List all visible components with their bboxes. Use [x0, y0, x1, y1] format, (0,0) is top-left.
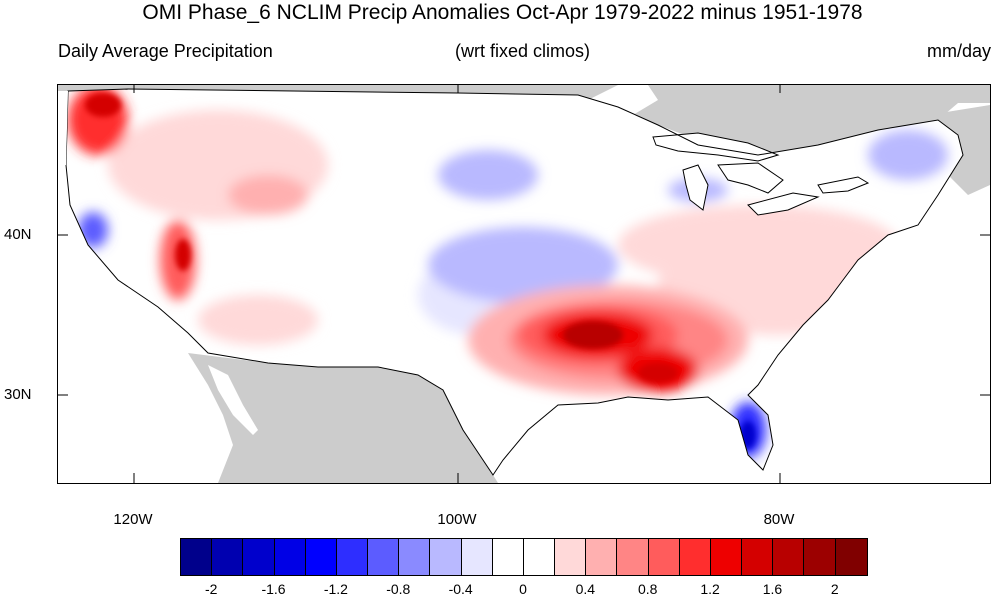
lat-label-40n: 40N [4, 226, 32, 243]
colorbar-swatch [368, 539, 400, 575]
colorbar-swatch [617, 539, 649, 575]
colorbar [180, 538, 868, 576]
colorbar-label: 0.8 [637, 581, 658, 597]
map-title: OMI Phase_6 NCLIM Precip Anomalies Oct-A… [142, 1, 863, 24]
units-label: mm/day [926, 41, 991, 61]
gulf-california [208, 365, 258, 435]
lon-label-120w: 120W [113, 511, 153, 528]
anomaly-field [66, 89, 963, 475]
colorbar-swatch [555, 539, 587, 575]
colorbar-label: -1.2 [323, 581, 348, 597]
great-lakes [652, 132, 870, 216]
us-outline [65, 88, 964, 476]
climo-note: (wrt fixed climos) [454, 41, 590, 61]
colorbar-swatch [336, 539, 369, 575]
colorbar-swatch [742, 539, 774, 575]
colorbar-swatch [648, 539, 680, 575]
colorbar-swatch [305, 539, 337, 575]
colorbar-swatch [804, 539, 836, 575]
colorbar-swatch [212, 539, 244, 575]
colorbar-swatch [181, 539, 213, 575]
colorbar-swatch [835, 539, 867, 575]
lon-label-100w: 100W [437, 511, 477, 528]
anomaly-map [57, 84, 991, 484]
colorbar-label: 1.6 [762, 581, 783, 597]
mexico-land [188, 353, 498, 483]
west-coast-islands [58, 91, 68, 167]
colorbar-label: -0.8 [386, 581, 411, 597]
colorbar-label: -2 [204, 581, 218, 597]
colorbar-swatch [586, 539, 618, 575]
colorbar-swatch [461, 539, 493, 575]
colorbar-label: 0 [519, 581, 527, 597]
colorbar-swatch [492, 539, 524, 575]
colorbar-swatch [430, 539, 462, 575]
colorbar-swatch [679, 539, 711, 575]
map-ticks [58, 85, 990, 483]
colorbar-label: 0.4 [575, 581, 596, 597]
lon-label-80w: 80W [763, 511, 795, 528]
colorbar-label: -1.6 [261, 581, 286, 597]
colorbar-swatch [243, 539, 275, 575]
colorbar-swatch [773, 539, 805, 575]
colorbar-swatch [710, 539, 743, 575]
colorbar-swatch [274, 539, 306, 575]
colorbar-label: 2 [830, 581, 839, 597]
colorbar-swatch [523, 539, 556, 575]
variable-label: Daily Average Precipitation [58, 41, 273, 61]
lat-label-30n: 30N [4, 386, 32, 403]
colorbar-label: -0.4 [448, 581, 473, 597]
colorbar-label: 1.2 [700, 581, 720, 597]
colorbar-swatch [399, 539, 431, 575]
